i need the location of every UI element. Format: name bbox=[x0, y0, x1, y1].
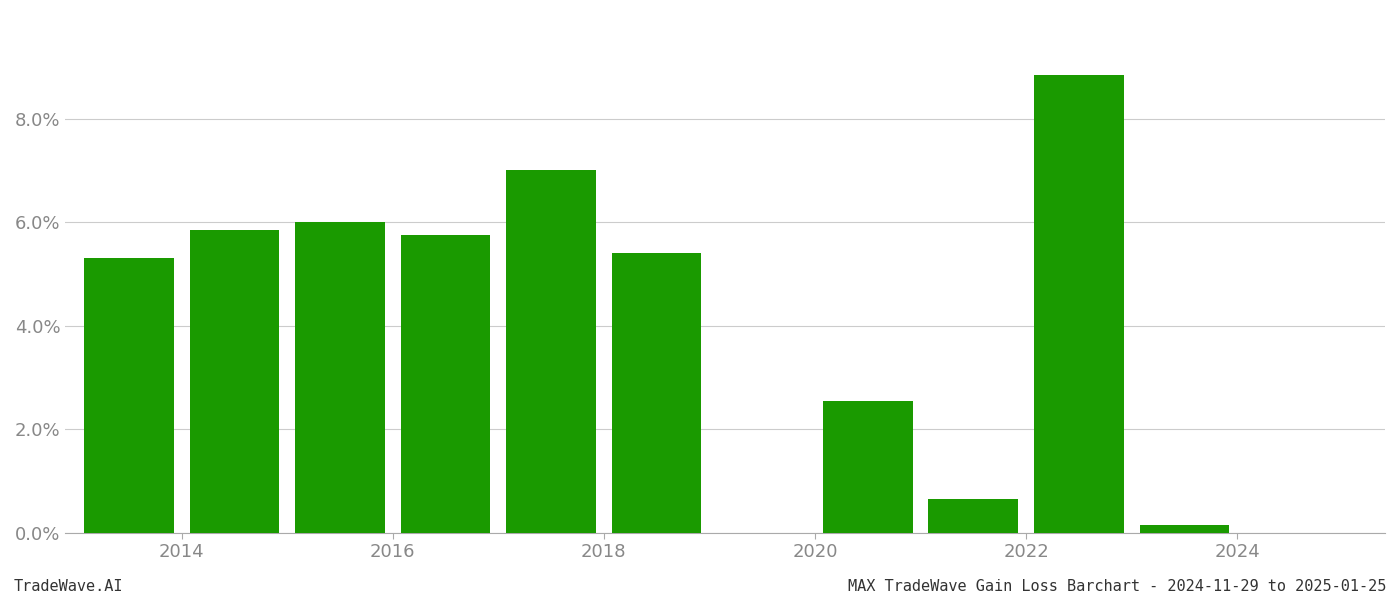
Bar bbox=[189, 230, 279, 533]
Bar bbox=[1140, 525, 1229, 533]
Bar bbox=[1035, 74, 1124, 533]
Bar bbox=[507, 170, 596, 533]
Bar bbox=[84, 258, 174, 533]
Bar bbox=[295, 222, 385, 533]
Text: TradeWave.AI: TradeWave.AI bbox=[14, 579, 123, 594]
Bar bbox=[400, 235, 490, 533]
Bar bbox=[612, 253, 701, 533]
Bar bbox=[823, 401, 913, 533]
Bar bbox=[928, 499, 1018, 533]
Text: MAX TradeWave Gain Loss Barchart - 2024-11-29 to 2025-01-25: MAX TradeWave Gain Loss Barchart - 2024-… bbox=[847, 579, 1386, 594]
